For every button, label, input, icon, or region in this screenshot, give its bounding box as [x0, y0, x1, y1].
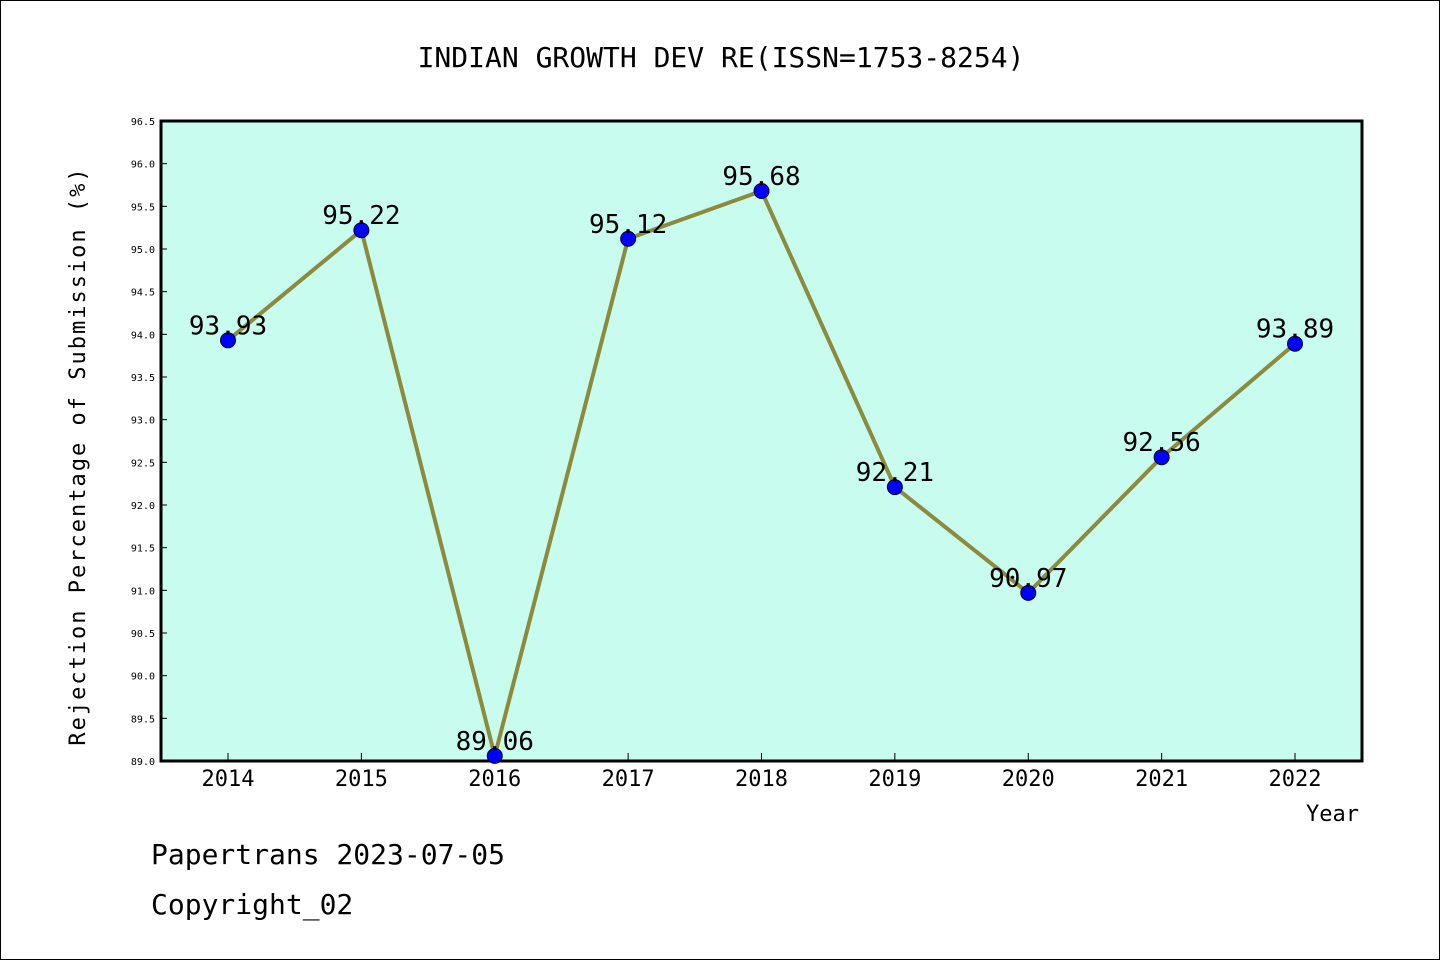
data-point — [886, 479, 903, 496]
data-label: 93.89 — [1256, 315, 1334, 345]
data-point — [753, 182, 770, 199]
x-tick-label: 2021 — [1135, 767, 1188, 792]
y-tick-label: 90.0 — [131, 672, 155, 683]
data-point — [220, 332, 236, 349]
y-tick-label: 93.5 — [131, 373, 155, 384]
data-label: 89.06 — [456, 727, 534, 757]
data-label: 90.97 — [989, 564, 1067, 594]
y-tick-label: 92.5 — [131, 458, 155, 469]
footer-date: Papertrans 2023-07-05 — [151, 838, 505, 871]
data-point — [486, 747, 503, 764]
y-tick-label: 95.0 — [131, 245, 155, 256]
x-tick-label: 2022 — [1269, 767, 1322, 792]
y-axis-ticks: 89.0 89.5 90.0 90.5 91.0 91.5 92.0 92.5 93.0 93.5… — [131, 117, 167, 768]
y-axis-label: Rejection Percentage of Submission (%) — [66, 166, 91, 745]
series-group: 93.93 95.22 89.06 95.12 95.68 92.21 90.97 92.56… — [189, 162, 1334, 764]
y-tick-label: 93.0 — [131, 416, 155, 427]
y-tick-label: 91.5 — [131, 544, 155, 555]
x-axis-ticks: 2014 2015 2016 2017 2018 2019 2020 2021 2022 — [202, 753, 1322, 792]
data-point — [1287, 335, 1303, 352]
x-tick-label: 2017 — [602, 767, 655, 792]
data-point — [1020, 584, 1037, 601]
y-tick-label: 91.0 — [131, 586, 155, 597]
data-label: 92.21 — [856, 458, 934, 488]
data-label: 95.12 — [589, 210, 667, 240]
footer-copyright: Copyright_02 — [151, 888, 353, 922]
data-point — [1153, 449, 1170, 466]
x-tick-label: 2018 — [735, 767, 788, 792]
y-tick-label: 90.5 — [131, 629, 155, 640]
data-label: 95.22 — [322, 201, 400, 231]
x-tick-label: 2016 — [468, 767, 521, 792]
x-tick-label: 2019 — [868, 767, 921, 792]
y-tick-label: 95.5 — [131, 202, 155, 213]
chart-title: INDIAN GROWTH DEV RE(ISSN=1753-8254) — [418, 41, 1025, 74]
data-point — [620, 230, 637, 247]
y-tick-label: 92.0 — [131, 501, 155, 512]
y-tick-label: 94.0 — [131, 330, 155, 341]
y-tick-label: 96.0 — [131, 160, 155, 171]
x-tick-label: 2014 — [202, 767, 255, 792]
y-tick-label: 96.5 — [131, 117, 155, 128]
y-tick-label: 89.0 — [131, 757, 155, 768]
data-label: 93.93 — [189, 311, 267, 341]
y-tick-label: 89.5 — [131, 714, 155, 725]
y-tick-label: 94.5 — [131, 288, 155, 299]
data-label: 95.68 — [722, 162, 800, 192]
data-point — [353, 222, 370, 239]
x-tick-label: 2020 — [1002, 767, 1055, 792]
x-axis-label: Year — [1306, 802, 1359, 827]
x-tick-label: 2015 — [335, 767, 388, 792]
data-label: 92.56 — [1122, 428, 1200, 458]
